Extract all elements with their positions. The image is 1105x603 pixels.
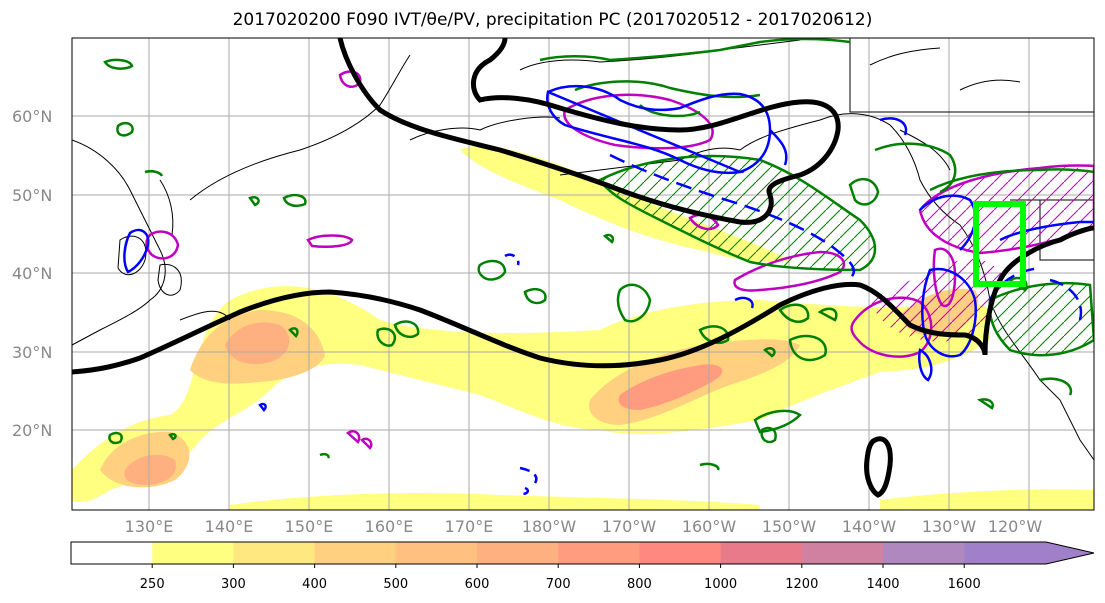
- colorbar-tick-label: 1200: [785, 577, 818, 592]
- lon-label-150w: 150°W: [762, 517, 817, 536]
- lon-label-170w: 170°W: [602, 517, 657, 536]
- lon-label-150e: 150°E: [285, 517, 334, 536]
- colorbar-segment: [152, 542, 234, 564]
- lon-label-140w: 140°W: [842, 517, 897, 536]
- colorbar-tick-label: 800: [627, 577, 652, 592]
- colorbar-tick-label: 600: [465, 577, 490, 592]
- longitude-axis: 130°E 140°E 150°E 160°E 170°E 180°W 170°…: [125, 517, 1043, 536]
- lat-label-60: 60°N: [12, 107, 52, 126]
- colorbar-segment: [883, 542, 965, 564]
- lon-label-160e: 160°E: [365, 517, 414, 536]
- colorbar-segment: [639, 542, 722, 564]
- target-box: [973, 201, 1026, 287]
- colorbar-tick-label: 700: [546, 577, 571, 592]
- colorbar-tick-label: 1600: [948, 577, 981, 592]
- colorbar-segment: [720, 542, 803, 564]
- lon-label-140e: 140°E: [205, 517, 254, 536]
- lat-label-50: 50°N: [12, 186, 52, 205]
- ivt-contour: [72, 38, 1094, 498]
- colorbar-segment: [71, 542, 153, 564]
- precip-pc-contours: [145, 70, 1094, 450]
- colorbar-frame: [70, 541, 1095, 565]
- latitude-axis: 60°N 50°N 40°N 30°N 20°N: [12, 107, 52, 440]
- colorbar-segment-extend: [964, 542, 1094, 564]
- map-frame: [71, 37, 1095, 511]
- colorbar-tick-label: 400: [302, 577, 327, 592]
- lat-label-30: 30°N: [12, 343, 52, 362]
- colorbar-tick-label: 300: [221, 577, 246, 592]
- lon-label-130e: 130°E: [125, 517, 174, 536]
- pv-contours: [123, 85, 1094, 496]
- colorbar: 250 300 400 500 600 700 800 1000 1200 1400 1600: [70, 541, 1095, 592]
- colorbar-segment: [801, 542, 884, 564]
- colorbar-segment: [395, 542, 478, 564]
- colorbar-tick-label: 1400: [866, 577, 899, 592]
- colorbar-segment: [233, 542, 316, 564]
- lat-label-40: 40°N: [12, 264, 52, 283]
- colorbar-ticks: 250 300 400 500 600 700 800 1000 1200 1400 1600: [140, 564, 981, 592]
- lon-label-120w: 120°W: [988, 517, 1043, 536]
- colorbar-tick-label: 250: [140, 577, 165, 592]
- colorbar-tick-label: 1000: [704, 577, 737, 592]
- colorbar-segment: [558, 542, 640, 564]
- lon-label-160w: 160°W: [682, 517, 737, 536]
- colorbar-segments: [71, 542, 1094, 564]
- lon-label-180w: 180°W: [522, 517, 577, 536]
- map-title: 2017020200 F090 IVT/θe/PV, precipitation…: [232, 10, 873, 30]
- colorbar-tick-label: 500: [383, 577, 408, 592]
- colorbar-segment: [477, 542, 559, 564]
- lon-label-170e: 170°E: [445, 517, 494, 536]
- lat-label-20: 20°N: [12, 421, 52, 440]
- lon-label-130w: 130°W: [922, 517, 977, 536]
- colorbar-segment: [314, 542, 397, 564]
- ivt-shading: [72, 145, 1094, 510]
